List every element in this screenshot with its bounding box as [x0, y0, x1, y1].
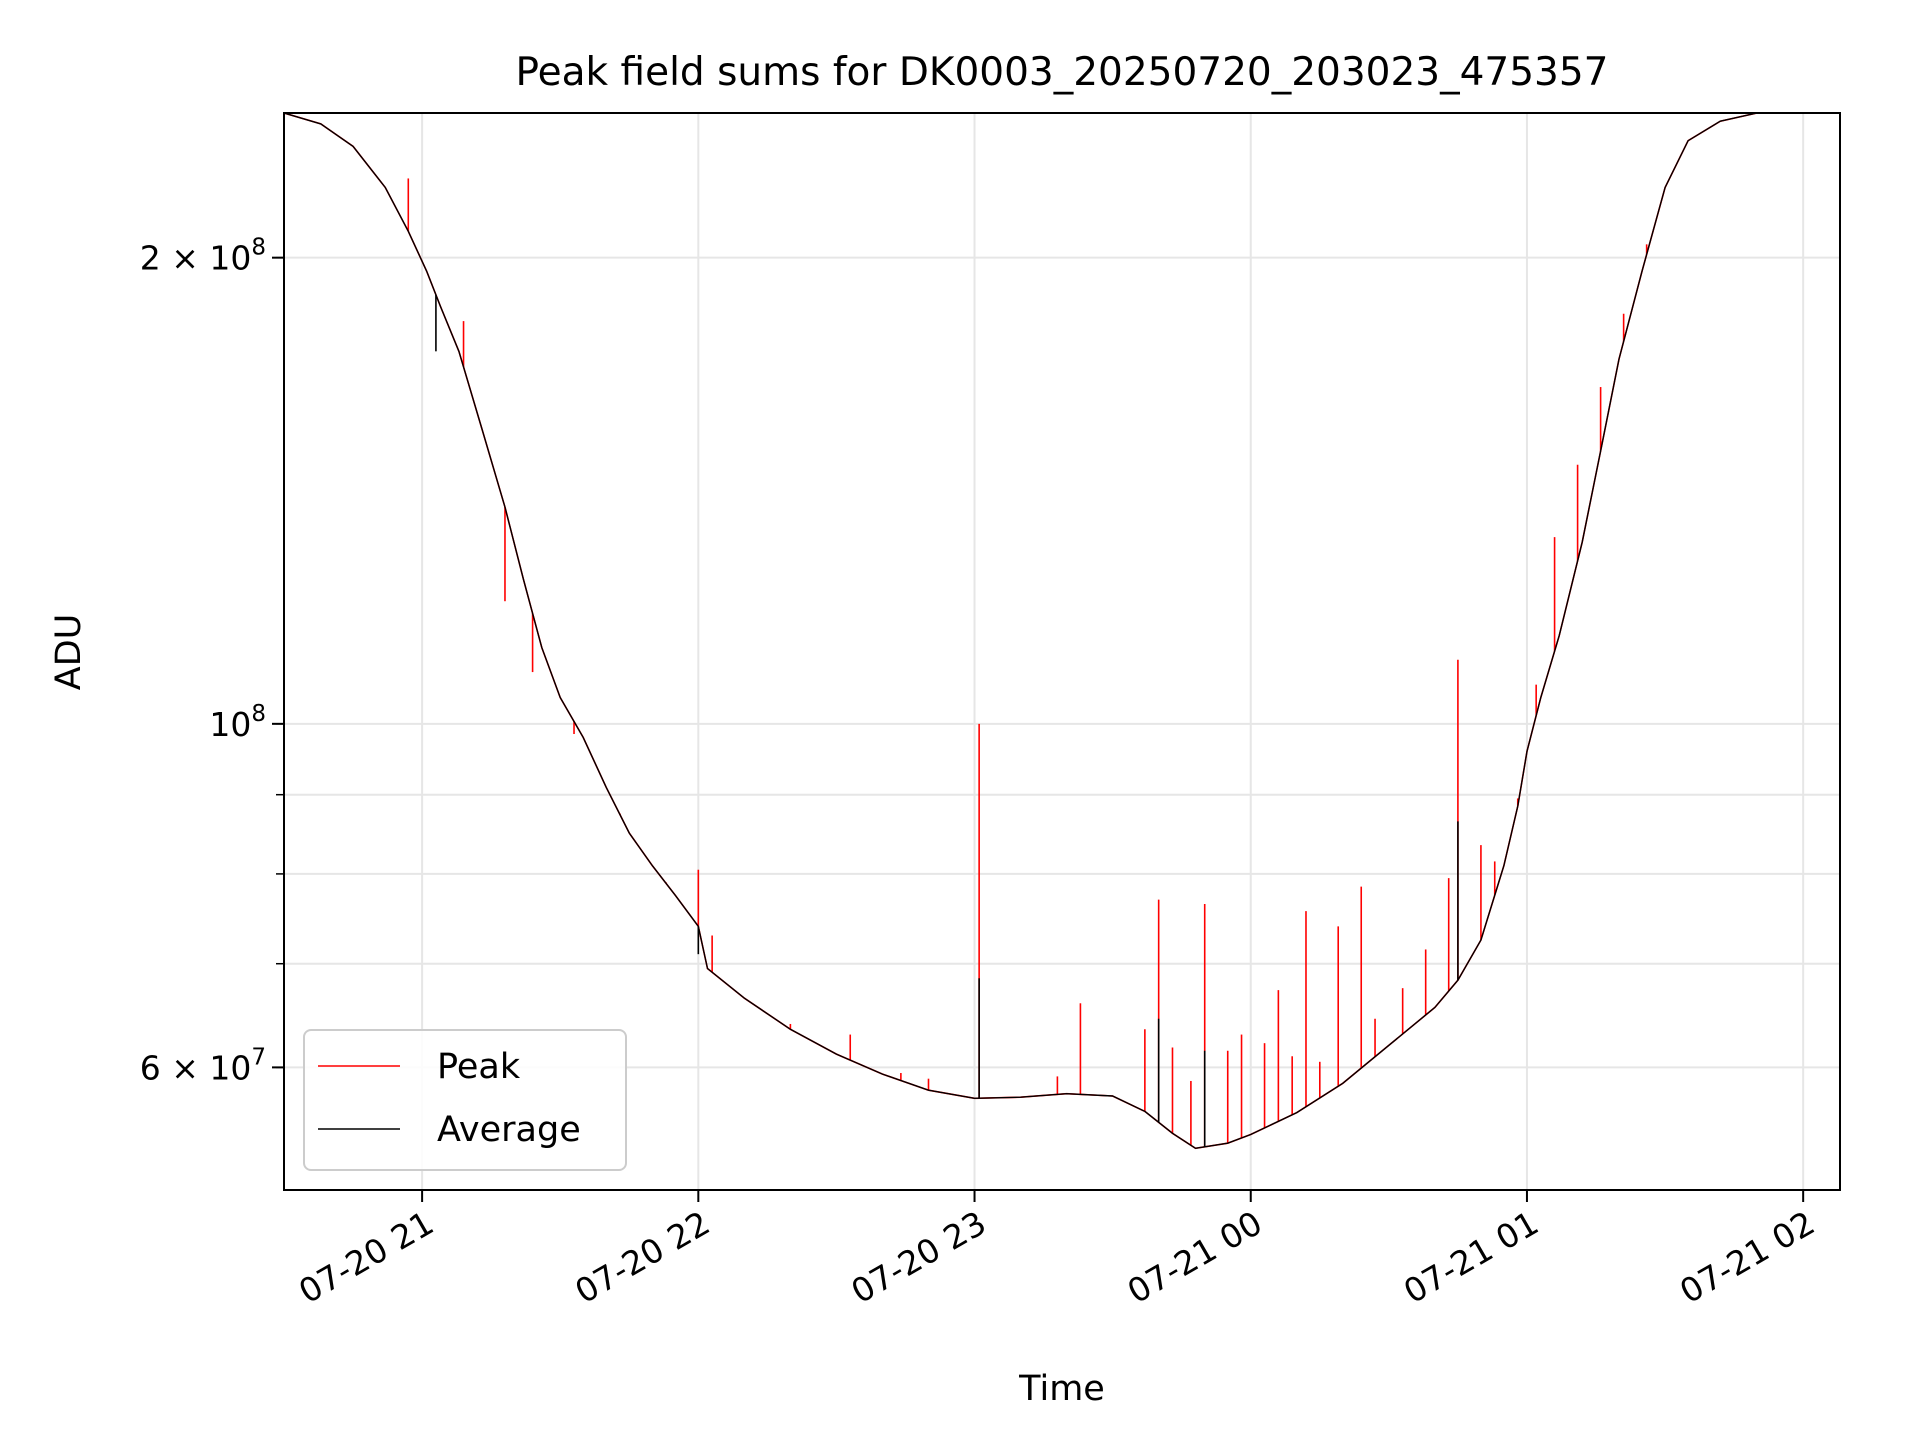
plot-area	[284, 113, 1840, 1150]
axes-frame	[283, 112, 1841, 1191]
y-tick-label: 108	[209, 701, 266, 744]
y-axis-ticks: 108 2 × 108 6 × 107	[140, 235, 284, 1087]
y-axis-label: ADU	[49, 614, 89, 691]
chart-title: Peak field sums for DK0003_20250720_2030…	[516, 50, 1609, 95]
grid-lines	[284, 113, 1840, 1190]
legend-label-average: Average	[437, 1110, 581, 1150]
y-tick-label: 6 × 107	[140, 1044, 266, 1087]
legend-box	[303, 1029, 627, 1171]
series-average	[284, 113, 1840, 1150]
legend-label-peak: Peak	[437, 1047, 521, 1087]
y-tick-label: 2 × 108	[140, 235, 266, 278]
series-line-average	[284, 113, 1840, 1150]
legend: Peak Average	[303, 1029, 627, 1171]
x-axis-label: Time	[1018, 1369, 1105, 1409]
